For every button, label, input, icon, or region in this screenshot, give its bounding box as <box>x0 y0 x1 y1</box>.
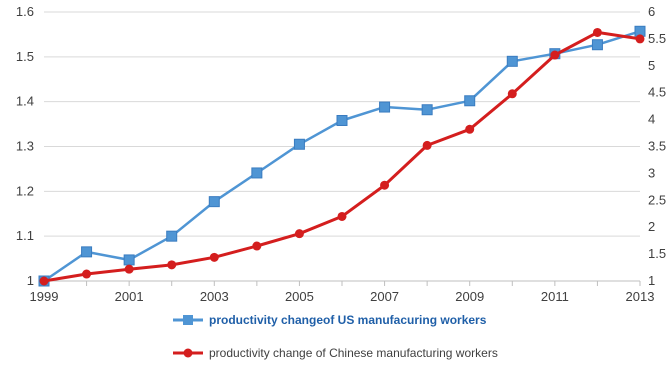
gridlines <box>44 11 640 282</box>
data-point <box>39 276 49 286</box>
axes: 1 1.1 1.2 1.3 1.4 1.5 1.6 1 1.5 2 2.5 3 3.5 4 4.5 5 5.5 6… <box>16 4 666 304</box>
series-line-1 <box>43 30 641 283</box>
y-left-tick-label: 1.2 <box>16 183 34 198</box>
x-tick-label: 2007 <box>370 289 399 304</box>
data-point <box>294 229 304 239</box>
legend-marker <box>183 315 193 325</box>
legend: productivity changeof US manufacuring wo… <box>173 313 498 360</box>
data-point <box>124 264 134 274</box>
data-point <box>379 101 391 113</box>
series-line-2 <box>43 30 641 283</box>
data-point <box>592 27 602 37</box>
x-tick-label: 2011 <box>541 289 569 304</box>
y-right-tick-label: 3 <box>648 165 655 180</box>
y-right-tick-label: 4.5 <box>648 85 666 100</box>
y-left-tick-label: 1.6 <box>16 4 34 19</box>
data-point <box>550 50 560 60</box>
y-left-tick-label: 1.1 <box>16 228 34 243</box>
y-left-tick-label: 1.3 <box>16 139 34 154</box>
data-point <box>293 138 305 150</box>
x-tick-label: 2003 <box>200 289 229 304</box>
x-tick-label: 2009 <box>455 289 484 304</box>
y-right-tick-label: 1.5 <box>648 246 666 261</box>
data-point <box>167 260 177 270</box>
data-point <box>252 241 262 251</box>
data-point <box>422 140 432 150</box>
data-point <box>465 124 475 134</box>
y-left-tick-label: 1.5 <box>16 49 34 64</box>
legend-label: productivity changeof US manufacuring wo… <box>209 313 487 327</box>
data-point <box>209 252 219 262</box>
legend-label: productivity change of Chinese manufactu… <box>209 346 498 360</box>
series-group <box>38 25 646 287</box>
x-tick-label: 2013 <box>626 289 655 304</box>
y-left-tick-label: 1.4 <box>16 94 34 109</box>
y-right-tick-label: 1 <box>648 273 655 288</box>
data-point <box>81 246 93 258</box>
data-point <box>82 269 92 279</box>
data-point <box>507 89 517 99</box>
y-right-tick-label: 6 <box>648 4 655 19</box>
y-right-tick-label: 5.5 <box>648 31 666 46</box>
data-point <box>506 55 518 67</box>
y-right-tick-label: 4 <box>648 112 655 127</box>
y-right-tick-label: 5 <box>648 58 655 73</box>
data-point <box>635 34 645 44</box>
x-tick-label: 1999 <box>30 289 59 304</box>
data-point <box>591 39 603 51</box>
x-tick-label: 2005 <box>285 289 314 304</box>
data-point <box>380 180 390 190</box>
y-right-tick-label: 2 <box>648 219 655 234</box>
y-right-tick-label: 3.5 <box>648 139 666 154</box>
y-left-tick-label: 1 <box>27 273 34 288</box>
legend-marker <box>183 348 193 358</box>
data-point <box>208 196 220 208</box>
y-right-tick-label: 2.5 <box>648 192 666 207</box>
x-tick-label: 2001 <box>115 289 144 304</box>
data-point <box>251 167 263 179</box>
data-point <box>464 95 476 107</box>
data-point <box>166 230 178 242</box>
data-point <box>336 114 348 126</box>
data-point <box>421 104 433 116</box>
data-point <box>337 211 347 221</box>
data-point <box>123 254 135 266</box>
